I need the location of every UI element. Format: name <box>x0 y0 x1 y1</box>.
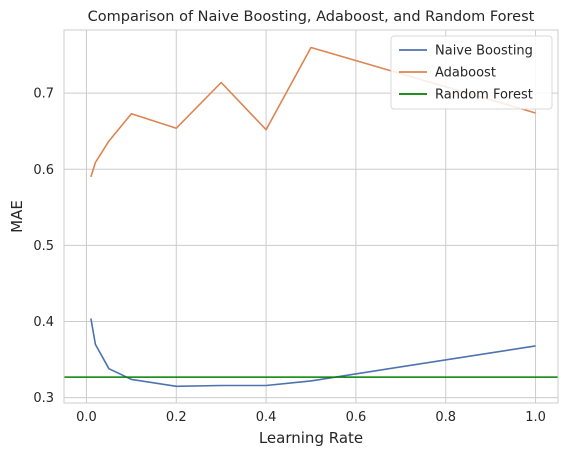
y-tick-label: 0.3 <box>33 391 54 406</box>
tick-labels: 0.0 0.2 0.4 0.6 0.8 1.0 0.3 0.4 0.5 0.6 0.7 <box>33 87 546 425</box>
chart-title: Comparison of Naive Boosting, Adaboost, … <box>88 9 535 25</box>
x-axis-label: Learning Rate <box>259 429 363 447</box>
x-tick-label: 1.0 <box>525 410 546 425</box>
x-tick-label: 0.0 <box>76 410 97 425</box>
legend-entry: Adaboost <box>435 66 496 81</box>
y-axis-label: MAE <box>8 200 26 233</box>
legend-box <box>390 35 553 110</box>
x-tick-label: 0.6 <box>346 410 367 425</box>
x-tick-label: 0.2 <box>166 410 187 425</box>
series-line-naive-boosting <box>90 318 536 388</box>
legend-entry: Random Forest <box>435 88 533 103</box>
plot-frame <box>63 29 559 404</box>
legend-entry: Naive Boosting <box>435 44 533 59</box>
y-tick-label: 0.5 <box>33 239 54 254</box>
x-tick-label: 0.4 <box>256 410 277 425</box>
x-tick-label: 0.8 <box>435 410 456 425</box>
series-line-adaboost <box>90 46 536 178</box>
legend: Naive Boosting Adaboost Random Forest <box>390 35 553 110</box>
y-tick-label: 0.7 <box>33 87 54 102</box>
y-tick-label: 0.4 <box>33 315 54 330</box>
y-tick-label: 0.6 <box>33 163 54 178</box>
series-layer <box>64 46 558 388</box>
